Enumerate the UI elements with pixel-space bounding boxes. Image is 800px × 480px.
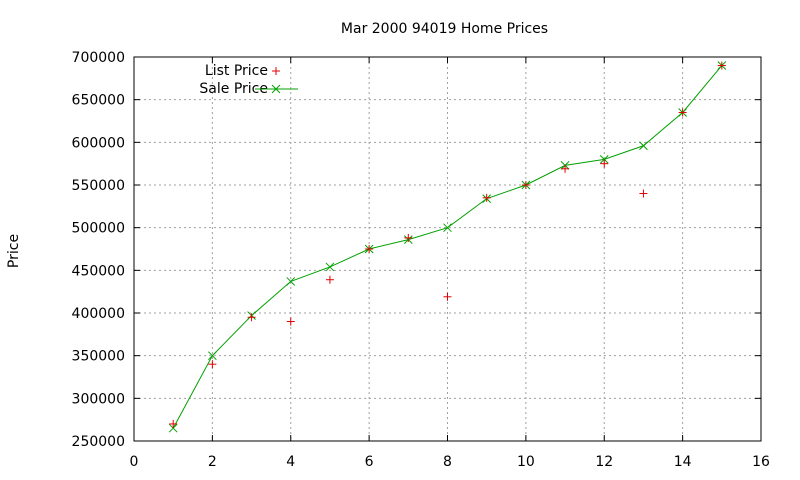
data-point-list-price bbox=[365, 245, 374, 253]
data-point-list-price bbox=[521, 181, 530, 189]
y-tick-label: 400000 bbox=[72, 306, 125, 322]
y-axis: 250000 300000 350000 400000 450000 500000 5500… bbox=[72, 50, 761, 450]
legend: List Price Sale Price bbox=[199, 63, 298, 97]
legend-label-sale-price: Sale Price bbox=[199, 81, 268, 97]
y-tick-label: 350000 bbox=[72, 349, 125, 365]
data-point-list-price bbox=[325, 275, 334, 284]
legend-marker-sale-price bbox=[271, 84, 281, 94]
data-point-sale-price bbox=[286, 277, 296, 286]
data-point-list-price bbox=[247, 313, 256, 322]
grid bbox=[134, 57, 761, 441]
legend-swatch-list-price bbox=[272, 67, 280, 75]
y-tick-label: 300000 bbox=[72, 391, 125, 407]
y-axis-label: Price bbox=[6, 234, 22, 268]
x-axis: 0 2 4 6 8 10 12 14 16 bbox=[130, 57, 770, 470]
x-tick-label: 8 bbox=[443, 454, 452, 470]
data-point-list-price bbox=[208, 360, 217, 369]
x-tick-label: 4 bbox=[286, 454, 295, 470]
series-layer bbox=[168, 61, 727, 433]
data-point-sale-price bbox=[208, 351, 217, 361]
data-point-list-price bbox=[482, 193, 491, 202]
data-point-list-price bbox=[404, 233, 413, 242]
y-tick-label: 700000 bbox=[72, 50, 125, 66]
data-point-list-price bbox=[639, 189, 648, 198]
data-point-list-price bbox=[443, 292, 452, 301]
legend-label-list-price: List Price bbox=[205, 63, 268, 79]
y-tick-label: 250000 bbox=[72, 434, 125, 450]
x-tick-label: 2 bbox=[208, 454, 217, 470]
x-tick-label: 6 bbox=[365, 454, 374, 470]
data-point-list-price bbox=[169, 419, 178, 428]
data-point-sale-price bbox=[325, 262, 335, 272]
x-tick-label: 10 bbox=[517, 454, 535, 470]
data-point-list-price bbox=[286, 317, 295, 326]
y-tick-label: 500000 bbox=[72, 221, 125, 237]
data-point-sale-price bbox=[599, 155, 609, 164]
y-tick-label: 650000 bbox=[72, 93, 125, 109]
data-point-list-price bbox=[717, 61, 726, 70]
x-tick-label: 12 bbox=[595, 454, 613, 470]
data-point-sale-price bbox=[443, 223, 452, 233]
data-point-sale-price bbox=[639, 141, 648, 151]
data-point-list-price bbox=[600, 159, 609, 168]
legend-swatch-sale-price bbox=[255, 84, 298, 94]
chart-title: Mar 2000 94019 Home Prices bbox=[341, 21, 548, 37]
x-tick-label: 16 bbox=[752, 454, 770, 470]
y-tick-label: 550000 bbox=[72, 178, 125, 194]
y-tick-label: 450000 bbox=[72, 263, 125, 279]
x-tick-label: 14 bbox=[674, 454, 692, 470]
x-tick-label: 0 bbox=[130, 454, 139, 470]
data-point-list-price bbox=[561, 164, 570, 173]
data-point-sale-price bbox=[168, 423, 178, 433]
data-point-list-price bbox=[678, 108, 687, 117]
y-tick-label: 600000 bbox=[72, 135, 125, 151]
